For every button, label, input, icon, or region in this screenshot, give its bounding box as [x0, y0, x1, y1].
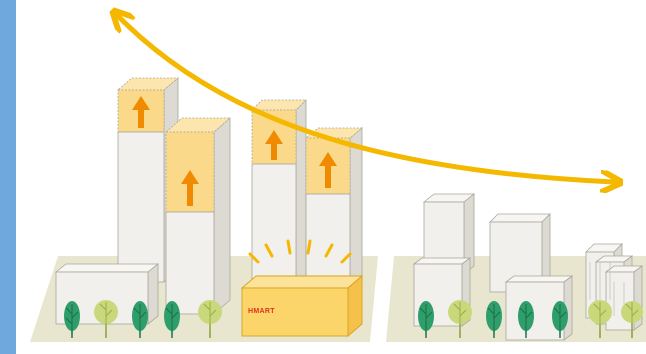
- tree-icon: [518, 301, 534, 338]
- tree-icon: [486, 301, 502, 338]
- tree-icon: [198, 300, 222, 338]
- store-sign: HMART: [248, 308, 275, 315]
- tree-icon: [164, 301, 180, 338]
- tree-row-right: [418, 300, 643, 338]
- tower-2: [164, 117, 232, 315]
- tree-icon: [132, 301, 148, 338]
- store-rays: [248, 239, 352, 264]
- tree-row-left: [64, 300, 222, 338]
- tree-icon: [94, 300, 118, 338]
- tower-4: [304, 127, 364, 295]
- store-building: HMART: [240, 275, 364, 337]
- tree-icon: [588, 300, 612, 338]
- tree-icon: [64, 301, 80, 338]
- tree-icon: [621, 301, 643, 338]
- tree-icon: [448, 300, 472, 338]
- tree-icon: [418, 301, 434, 338]
- tree-icon: [552, 301, 568, 338]
- small-building-4: [504, 275, 574, 341]
- double-headed-curved-arrow-icon: [118, 16, 614, 182]
- side-panel: [0, 0, 16, 354]
